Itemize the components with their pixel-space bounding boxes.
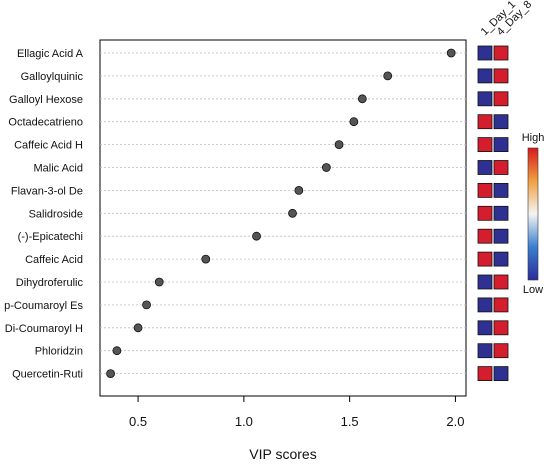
heatmap-cell [477,320,493,336]
x-axis-title: VIP scores [249,446,316,462]
heatmap-cell [477,137,493,153]
color-legend: High Low [522,132,545,296]
vip-point [201,254,211,264]
x-tick-label: 1.0 [235,414,253,429]
heatmap-cell [477,45,493,61]
heatmap-cell [493,137,509,153]
vip-point [383,71,393,81]
heatmap-cell [493,160,509,175]
vip-point [133,323,143,333]
heatmap-cell [477,68,493,84]
vip-point [357,94,367,104]
vip-point [349,117,359,127]
heatmap-cell [477,114,493,130]
plot-frame [99,39,467,397]
vip-point [154,277,164,287]
heatmap-cell [477,228,493,244]
vip-point [288,208,297,218]
heatmap-cell [493,114,509,130]
heatmap-cell [477,91,493,107]
vip-point [112,346,122,356]
metabolite-label: Salidroside [29,208,83,220]
heatmap-cell [477,205,493,221]
heatmap-group-labels: 1_Day_14_Day_8 [479,0,535,38]
heatmap-cell [493,297,509,313]
vip-point [142,300,151,310]
heatmap-cell [493,274,509,290]
x-axis: 0.5 1.0 1.5 2.0 [129,396,464,429]
heatmap-cell [477,297,493,313]
vip-point [252,231,261,241]
metabolite-label: p-Coumaroyl Es [4,300,83,312]
heatmap-cell [493,205,509,221]
heatmap-cell [477,160,493,175]
heatmap-cell [493,68,509,84]
heatmap-cell [493,45,509,61]
metabolite-label: Quercetin-Ruti [12,369,83,381]
vip-point [294,185,304,195]
metabolite-label: Galloylquinic [21,71,84,83]
heatmap-cell [493,251,509,267]
x-tick-label: 2.0 [446,414,464,429]
metabolite-label: (-)-Epicatechi [18,231,83,243]
legend-low-label: Low [523,284,543,296]
heatmap-cell [493,182,509,198]
x-tick-label: 1.5 [341,414,359,429]
metabolite-label: Malic Acid [33,163,83,175]
heatmap-cell [477,182,493,198]
heatmap-cell [477,251,493,267]
metabolite-label: Flavan-3-ol De [11,185,83,197]
heatmap-cell [493,366,509,382]
vip-point [334,140,344,150]
metabolite-label: Ellagic Acid A [17,48,84,60]
heatmap-cell [477,366,493,382]
vip-point [321,163,331,172]
metabolite-label: Dihydroferulic [16,277,84,289]
metabolite-label: Galloyl Hexose [9,94,83,106]
metabolite-label: Phloridzin [35,346,83,358]
heatmap-cell [493,343,509,359]
heatmap-cell [493,91,509,107]
metabolite-label: Caffeic Acid H [14,140,83,152]
heatmap-cell [477,343,493,359]
vip-point [446,48,456,58]
x-tick-label: 0.5 [129,414,147,429]
vip-point [106,369,115,379]
metabolite-labels: Ellagic Acid A Galloylquinic Galloyl Hexos… [4,48,84,381]
metabolite-label: Octadecatrieno [8,117,83,129]
vip-points [106,48,456,379]
heatmap-cell [477,274,493,290]
heatmap-cell [493,320,509,336]
heatmap-cell [493,228,509,244]
grid-lines [100,52,466,375]
metabolite-label: Di-Coumaroyl H [5,323,83,335]
color-legend-bar [527,147,539,281]
metabolite-label: Caffeic Acid [25,254,83,266]
heatmap-cells [477,45,509,382]
legend-high-label: High [522,132,545,144]
